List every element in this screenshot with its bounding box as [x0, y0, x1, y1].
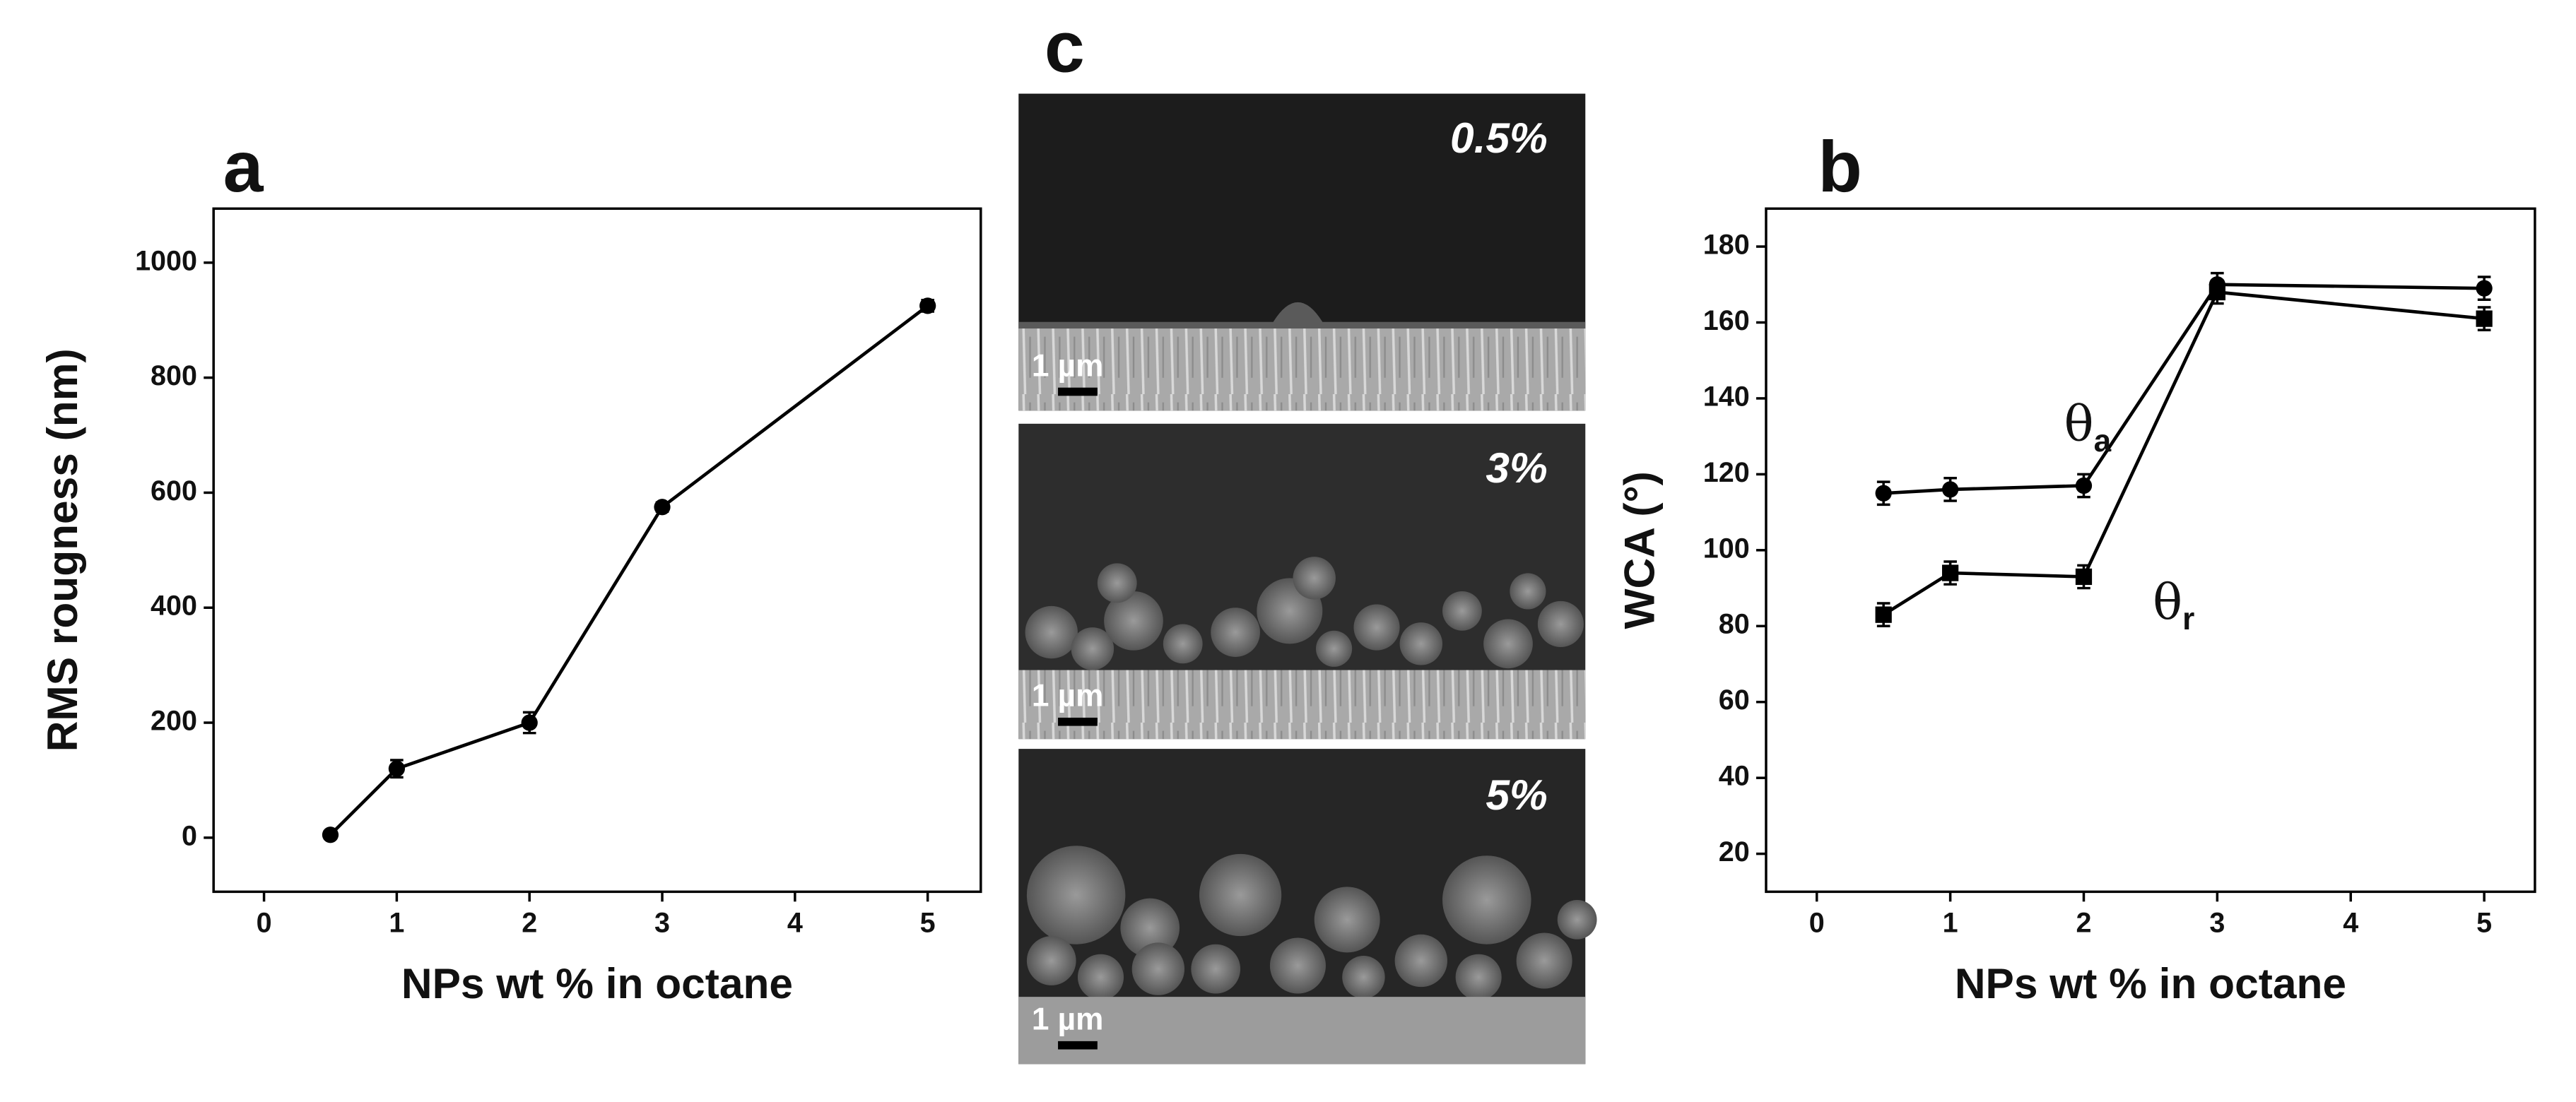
scale-bar — [1058, 1041, 1098, 1050]
y-tick-label: 160 — [1703, 305, 1750, 336]
marker — [2209, 283, 2225, 301]
y-tick-label: 180 — [1703, 229, 1750, 260]
x-tick-label: 2 — [522, 907, 537, 938]
marker — [1875, 485, 1892, 502]
y-tick-label: 600 — [151, 475, 197, 506]
y-tick-label: 20 — [1719, 836, 1750, 867]
plot-frame — [212, 207, 982, 894]
x-tick-label: 4 — [787, 907, 803, 938]
x-axis-title: NPs wt % in octane — [1955, 959, 2346, 1007]
panel-label: a — [223, 126, 264, 207]
x-tick-label: 3 — [654, 907, 670, 938]
x-tick-label: 3 — [2209, 907, 2225, 938]
y-tick-label: 40 — [1719, 761, 1750, 792]
x-tick-label: 1 — [389, 907, 404, 938]
x-tick-label: 0 — [1809, 907, 1825, 938]
scale-label: 1 µm — [1032, 348, 1104, 383]
series-line — [1882, 290, 2485, 617]
marker — [2476, 310, 2493, 327]
y-tick-label: 80 — [1719, 609, 1750, 640]
y-tick-label: 120 — [1703, 457, 1750, 488]
marker — [1941, 481, 1959, 498]
marker — [2075, 568, 2093, 586]
scale-bar — [1058, 717, 1098, 726]
marker — [2075, 477, 2093, 494]
x-axis-title: NPs wt % in octane — [401, 959, 793, 1007]
y-tick-label: 200 — [151, 705, 197, 736]
sem-label: 0.5% — [1450, 114, 1548, 162]
x-tick-label: 2 — [2076, 907, 2092, 938]
x-tick-label: 5 — [2476, 907, 2492, 938]
series-subscript: r — [2182, 602, 2194, 636]
series-line — [329, 304, 929, 836]
series-subscript: a — [2094, 424, 2112, 458]
marker — [654, 499, 671, 516]
y-tick-label: 800 — [151, 360, 197, 391]
y-tick-label: 100 — [1703, 533, 1750, 564]
sem-image — [1018, 749, 1597, 1065]
marker — [919, 297, 936, 314]
panel-label: c — [1045, 6, 1085, 87]
y-tick-label: 60 — [1719, 685, 1750, 716]
x-tick-label: 4 — [2343, 907, 2358, 938]
scale-label: 1 µm — [1032, 1002, 1104, 1037]
y-axis-title: WCA (°) — [1616, 471, 1664, 629]
series-line — [1883, 283, 2485, 495]
y-tick-label: 0 — [182, 820, 197, 851]
y-tick-label: 400 — [151, 591, 197, 622]
sem-label: 3% — [1486, 444, 1547, 492]
sem-image — [1018, 423, 1586, 740]
series-label: θa — [2064, 396, 2112, 458]
y-axis-title: RMS rougness (nm) — [38, 348, 86, 752]
series-symbol: θ — [2153, 574, 2182, 631]
marker — [1941, 564, 1959, 581]
x-tick-label: 0 — [257, 907, 272, 938]
series-label: θr — [2153, 574, 2194, 636]
y-tick-label: 1000 — [135, 245, 197, 276]
y-tick-label: 140 — [1703, 381, 1750, 412]
x-tick-label: 1 — [1943, 907, 1958, 938]
scale-label: 1 µm — [1032, 679, 1104, 713]
sem-label: 5% — [1486, 771, 1547, 819]
scale-bar — [1058, 387, 1098, 396]
marker — [322, 826, 339, 843]
marker — [521, 714, 538, 731]
marker — [388, 760, 406, 777]
marker — [1875, 606, 1892, 623]
sem-image — [1018, 93, 1586, 411]
marker — [2476, 280, 2493, 297]
x-tick-label: 5 — [920, 907, 936, 938]
series-symbol: θ — [2064, 396, 2094, 453]
panel-label: b — [1818, 126, 1862, 207]
